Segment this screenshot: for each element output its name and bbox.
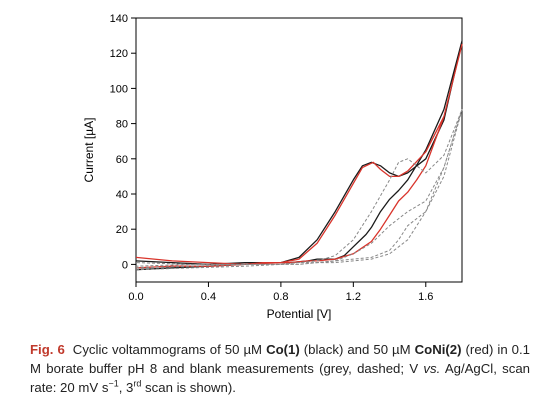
caption-text-5: , 3 [118, 380, 134, 395]
caption-text-4: Ag/AgCl, scan rate: 20 mV s [30, 361, 531, 395]
plot-frame [135, 17, 463, 283]
y-tick-label: 0 [122, 259, 128, 271]
compound-1-name: Co(1) [266, 342, 300, 357]
x-tick-label: 0.0 [128, 291, 143, 303]
x-axis-title: Potential [V] [267, 307, 332, 321]
y-tick-label: 120 [110, 48, 128, 60]
caption-ordinal: rd [133, 378, 142, 389]
x-axis: 0.0 0.4 0.8 1.2 1.6 [128, 282, 433, 303]
caption-exponent: −1 [108, 378, 119, 389]
y-tick-label: 80 [116, 119, 128, 131]
caption-vs: vs. [423, 361, 441, 376]
x-tick-label: 1.6 [418, 291, 433, 303]
y-tick-label: 40 [116, 189, 128, 201]
y-tick-label: 60 [116, 154, 128, 166]
series-layer [135, 40, 463, 271]
series-line-1 [135, 40, 463, 271]
x-tick-label: 1.2 [346, 291, 361, 303]
caption-text-6: scan is shown). [141, 380, 236, 395]
x-tick-label: 0.8 [273, 291, 288, 303]
cyclic-voltammogram-chart: 0.0 0.4 0.8 1.2 1.6 0 20 40 60 80 100 120 140 Poten… [82, 13, 463, 321]
caption-text-2: (black) and 50 µM [299, 342, 415, 357]
caption-text-1: Cyclic voltammograms of 50 µM [72, 342, 267, 357]
series-line-2 [135, 43, 463, 269]
compound-2-name: CoNi(2) [414, 342, 462, 357]
caption-text-3: (red) in 0.1 M borate buffer pH 8 and bl… [30, 342, 530, 376]
series-line-3 [135, 109, 463, 269]
y-tick-label: 20 [116, 224, 128, 236]
y-tick-label: 100 [110, 83, 128, 95]
series-line-4 [135, 109, 463, 271]
y-axis: 0 20 40 60 80 100 120 140 [110, 13, 136, 271]
figure-label: Fig. 6 [30, 342, 65, 357]
x-tick-label: 0.4 [201, 291, 216, 303]
y-axis-title: Current [µA] [82, 118, 96, 183]
y-tick-label: 140 [110, 13, 128, 25]
figure-caption: Fig. 6 Cyclic voltammograms of 50 µM Co(… [30, 340, 530, 397]
